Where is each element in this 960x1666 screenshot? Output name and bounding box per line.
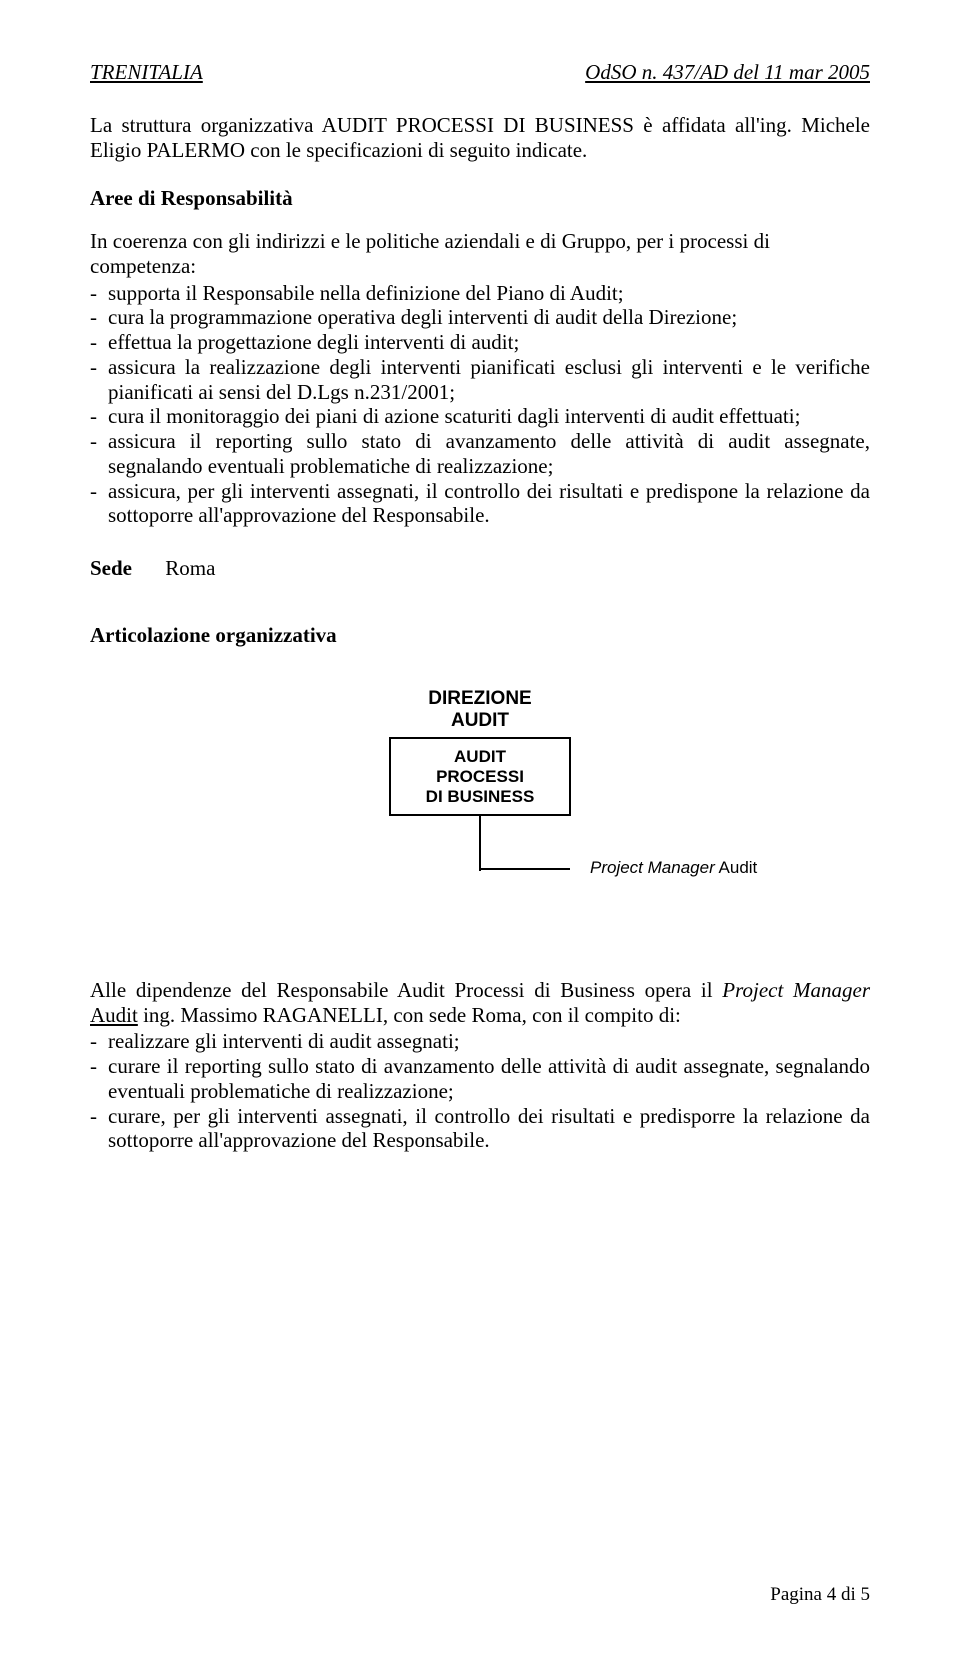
intro-paragraph: La struttura organizzativa AUDIT PROCESS… [90,113,870,163]
org-top-label: DIREZIONE AUDIT [90,688,870,732]
articolazione-title: Articolazione organizzativa [90,623,870,648]
org-pm-italic: Project Manager [590,858,715,877]
page-header: TRENITALIA OdSO n. 437/AD del 11 mar 200… [90,60,870,85]
closing-lead: Alle dipendenze del Responsabile Audit P… [90,978,870,1028]
sede-row: Sede Roma [90,556,870,581]
page-footer: Pagina 4 di 5 [770,1584,870,1606]
aree-lead: In coerenza con gli indirizzi e le polit… [90,229,870,279]
sede-value: Roma [165,556,215,580]
aree-item: assicura la realizzazione degli interven… [90,355,870,405]
org-box: AUDIT PROCESSI DI BUSINESS [389,737,571,816]
org-pm-bar [480,868,570,870]
aree-item: effettua la progettazione degli interven… [90,330,870,355]
org-chart: DIREZIONE AUDIT AUDIT PROCESSI DI BUSINE… [90,688,870,948]
closing-item: curare il reporting sullo stato di avanz… [90,1054,870,1104]
closing-list: realizzare gli interventi di audit asseg… [90,1029,870,1153]
aree-title: Aree di Responsabilità [90,186,870,211]
aree-item: cura la programmazione operativa degli i… [90,305,870,330]
aree-item: supporta il Responsabile nella definizio… [90,281,870,306]
header-left: TRENITALIA [90,60,203,85]
aree-item: assicura il reporting sullo stato di ava… [90,429,870,479]
org-connector-line [479,816,481,871]
closing-item: curare, per gli interventi assegnati, il… [90,1104,870,1154]
page: TRENITALIA OdSO n. 437/AD del 11 mar 200… [0,0,960,1666]
header-right: OdSO n. 437/AD del 11 mar 2005 [585,60,870,85]
sede-label: Sede [90,556,160,581]
org-top-line1: DIREZIONE [428,688,531,709]
org-box-line3: DI BUSINESS [426,787,535,806]
aree-item: cura il monitoraggio dei piani di azione… [90,404,870,429]
aree-item: assicura, per gli interventi assegnati, … [90,479,870,529]
closing-item: realizzare gli interventi di audit asseg… [90,1029,870,1054]
org-pm-label: Project Manager Audit [590,858,757,878]
org-top-line2: AUDIT [451,710,509,731]
org-pm-plain: Audit [715,858,758,877]
org-box-line2: PROCESSI [436,767,524,786]
aree-list: supporta il Responsabile nella definizio… [90,281,870,529]
org-box-line1: AUDIT [454,747,506,766]
